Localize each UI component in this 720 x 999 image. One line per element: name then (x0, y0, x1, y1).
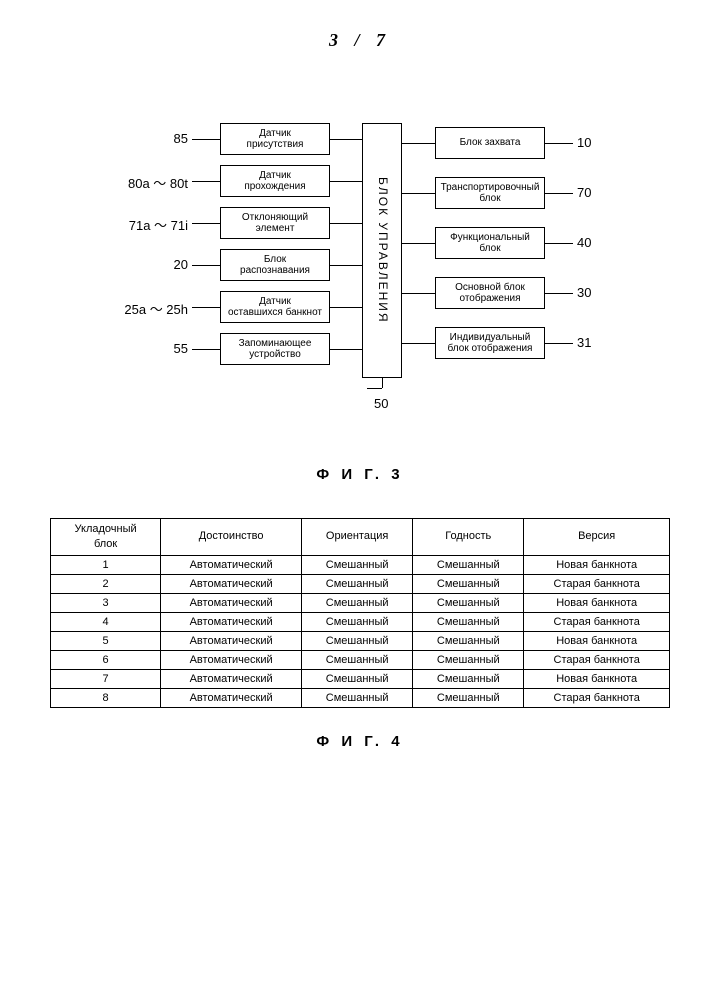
table-row: 8АвтоматическийСмешанныйСмешанныйСтарая … (51, 688, 670, 707)
left-block-5: Запоминающееустройство (220, 333, 330, 365)
control-unit-block: БЛОК УПРАВЛЕНИЯ (362, 123, 402, 378)
cell-0-1: Автоматический (161, 555, 302, 574)
cell-2-3: Смешанный (413, 593, 524, 612)
cell-4-3: Смешанный (413, 631, 524, 650)
col-header-3: Годность (413, 519, 524, 556)
cell-6-1: Автоматический (161, 669, 302, 688)
cell-6-4: Новая банкнота (524, 669, 670, 688)
table-row: 6АвтоматическийСмешанныйСмешанныйСтарая … (51, 650, 670, 669)
left-block-1: Датчикпрохождения (220, 165, 330, 197)
left-ref-2: 71a ～ 71i (129, 215, 188, 234)
cell-7-3: Смешанный (413, 688, 524, 707)
control-unit-ref: 50 (374, 396, 388, 411)
cell-3-0: 4 (51, 612, 161, 631)
cell-5-4: Старая банкнота (524, 650, 670, 669)
left-block-4: Датчикоставшихся банкнот (220, 291, 330, 323)
cell-4-2: Смешанный (302, 631, 413, 650)
left-ref-1: 80a ～ 80t (128, 173, 188, 192)
cell-6-0: 7 (51, 669, 161, 688)
col-header-4: Версия (524, 519, 670, 556)
table-row: 5АвтоматическийСмешанныйСмешанныйНовая б… (51, 631, 670, 650)
left-ref-5: 55 (174, 341, 188, 356)
page-number: 3 / 7 (40, 30, 680, 51)
cell-2-2: Смешанный (302, 593, 413, 612)
right-ref-4: 31 (577, 335, 591, 350)
table-row: 7АвтоматическийСмешанныйСмешанныйНовая б… (51, 669, 670, 688)
col-header-0: Укладочныйблок (51, 519, 161, 556)
left-block-2: Отклоняющийэлемент (220, 207, 330, 239)
cell-4-0: 5 (51, 631, 161, 650)
right-ref-3: 30 (577, 285, 591, 300)
cell-5-1: Автоматический (161, 650, 302, 669)
cell-1-0: 2 (51, 574, 161, 593)
right-block-3: Основной блокотображения (435, 277, 545, 309)
cell-6-3: Смешанный (413, 669, 524, 688)
stacking-table: УкладочныйблокДостоинствоОриентацияГодно… (50, 518, 670, 708)
cell-0-4: Новая банкнота (524, 555, 670, 574)
cell-3-1: Автоматический (161, 612, 302, 631)
left-ref-0: 85 (174, 131, 188, 146)
cell-3-2: Смешанный (302, 612, 413, 631)
figure-3-caption: Ф И Г. 3 (40, 466, 680, 483)
cell-1-1: Автоматический (161, 574, 302, 593)
right-block-4: Индивидуальныйблок отображения (435, 327, 545, 359)
right-block-0: Блок захвата (435, 127, 545, 159)
left-block-0: Датчикприсутствия (220, 123, 330, 155)
cell-3-3: Смешанный (413, 612, 524, 631)
cell-2-1: Автоматический (161, 593, 302, 612)
cell-4-1: Автоматический (161, 631, 302, 650)
cell-0-2: Смешанный (302, 555, 413, 574)
block-diagram: БЛОК УПРАВЛЕНИЯ 50 Датчикприсутствия 85 Датч… (100, 121, 620, 441)
right-block-1: Транспортировочныйблок (435, 177, 545, 209)
right-ref-2: 40 (577, 235, 591, 250)
cell-6-2: Смешанный (302, 669, 413, 688)
right-block-2: Функциональныйблок (435, 227, 545, 259)
cell-0-0: 1 (51, 555, 161, 574)
cell-5-0: 6 (51, 650, 161, 669)
right-ref-0: 10 (577, 135, 591, 150)
left-ref-3: 20 (174, 257, 188, 272)
cell-1-4: Старая банкнота (524, 574, 670, 593)
table-row: 4АвтоматическийСмешанныйСмешанныйСтарая … (51, 612, 670, 631)
cell-5-2: Смешанный (302, 650, 413, 669)
cell-7-1: Автоматический (161, 688, 302, 707)
cell-4-4: Новая банкнота (524, 631, 670, 650)
figure-4-caption: Ф И Г. 4 (40, 733, 680, 750)
cell-1-3: Смешанный (413, 574, 524, 593)
cell-7-0: 8 (51, 688, 161, 707)
cell-1-2: Смешанный (302, 574, 413, 593)
cell-5-3: Смешанный (413, 650, 524, 669)
cell-2-0: 3 (51, 593, 161, 612)
cell-3-4: Старая банкнота (524, 612, 670, 631)
cell-2-4: Новая банкнота (524, 593, 670, 612)
cell-7-4: Старая банкнота (524, 688, 670, 707)
right-ref-1: 70 (577, 185, 591, 200)
table-row: 1АвтоматическийСмешанныйСмешанныйНовая б… (51, 555, 670, 574)
left-block-3: Блокраспознавания (220, 249, 330, 281)
cell-7-2: Смешанный (302, 688, 413, 707)
left-ref-4: 25a ～ 25h (124, 299, 188, 318)
col-header-1: Достоинство (161, 519, 302, 556)
table-row: 3АвтоматическийСмешанныйСмешанныйНовая б… (51, 593, 670, 612)
col-header-2: Ориентация (302, 519, 413, 556)
table-row: 2АвтоматическийСмешанныйСмешанныйСтарая … (51, 574, 670, 593)
cell-0-3: Смешанный (413, 555, 524, 574)
